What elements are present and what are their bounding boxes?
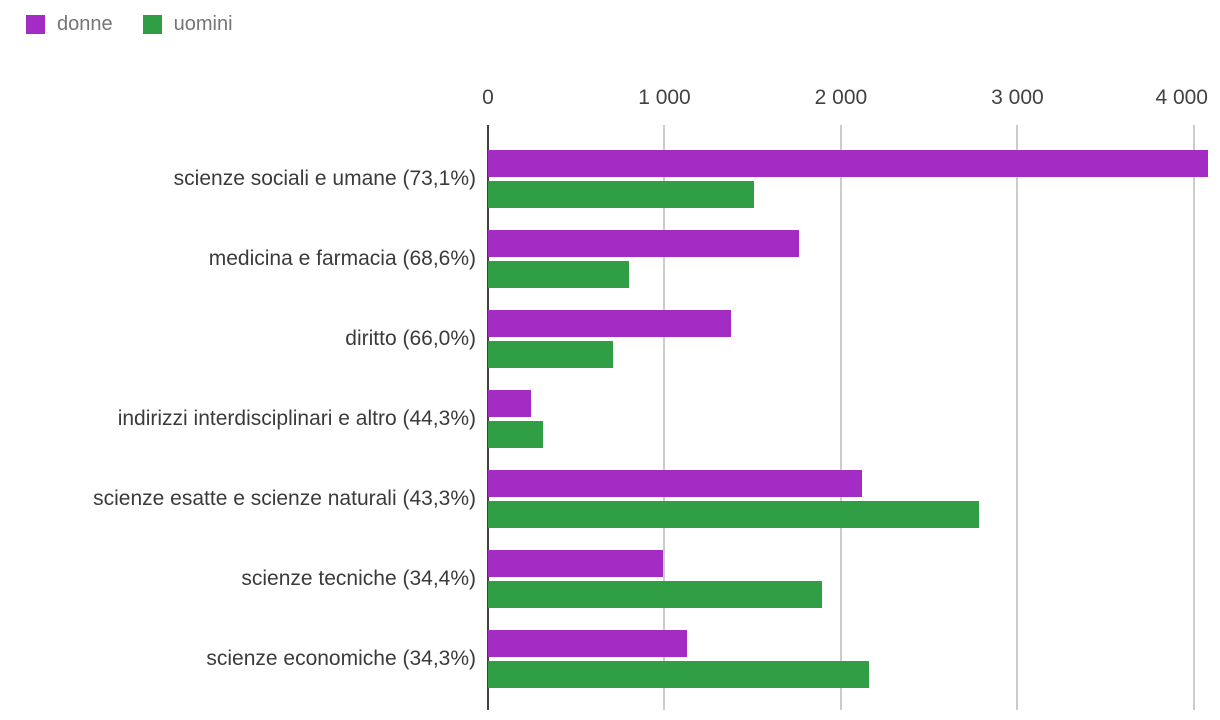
- gridline: [839, 125, 842, 710]
- bar-donne[interactable]: [488, 150, 1208, 177]
- bar-donne[interactable]: [488, 390, 532, 417]
- x-tick-label: 1 000: [638, 86, 691, 109]
- bar-donne[interactable]: [488, 630, 688, 657]
- bar-donne[interactable]: [488, 470, 863, 497]
- x-tick-label: 4 000: [1155, 86, 1208, 109]
- bar-donne[interactable]: [488, 230, 799, 257]
- bar-uomini[interactable]: [488, 181, 754, 208]
- bar-group: [488, 390, 1208, 448]
- gridline: [663, 125, 666, 710]
- category-label: scienze esatte e scienze naturali (43,3%…: [93, 487, 476, 510]
- bar-donne[interactable]: [488, 550, 663, 577]
- x-tick-label: 0: [482, 86, 494, 109]
- bar-group: [488, 470, 1208, 528]
- bar-uomini[interactable]: [488, 421, 543, 448]
- bar-uomini[interactable]: [488, 501, 979, 528]
- legend-item-donne: donne: [26, 13, 113, 36]
- legend-item-uomini: uomini: [142, 13, 233, 36]
- bar-group: [488, 150, 1208, 208]
- legend: donne uomini: [26, 13, 233, 36]
- bar-group: [488, 310, 1208, 368]
- x-tick-label: 2 000: [814, 86, 868, 109]
- bar-uomini[interactable]: [488, 581, 822, 608]
- bar-group: [488, 230, 1208, 288]
- plot-area: [487, 125, 1208, 710]
- category-label: scienze tecniche (34,4%): [241, 567, 476, 590]
- gridline: [1016, 125, 1019, 710]
- bar-group: [488, 630, 1208, 688]
- gridline: [1192, 125, 1195, 710]
- category-label: medicina e farmacia (68,6%): [208, 247, 476, 270]
- uomini-series-swatch: [142, 15, 162, 34]
- legend-label-donne: donne: [57, 13, 113, 35]
- bar-group: [488, 550, 1208, 608]
- x-tick-label: 3 000: [991, 86, 1044, 109]
- bar-donne[interactable]: [488, 310, 731, 337]
- category-label: indirizzi interdisciplinari e altro (44,…: [117, 407, 476, 430]
- category-label: scienze economiche (34,3%): [206, 647, 476, 670]
- bar-uomini[interactable]: [488, 661, 870, 688]
- donne-series-swatch: [26, 15, 45, 34]
- bar-uomini[interactable]: [488, 261, 630, 288]
- category-label: scienze sociali e umane (73,1%): [173, 167, 476, 190]
- legend-label-uomini: uomini: [173, 13, 233, 35]
- category-label: diritto (66,0%): [345, 327, 476, 350]
- axis-baseline: [487, 125, 489, 710]
- bar-uomini[interactable]: [488, 341, 614, 368]
